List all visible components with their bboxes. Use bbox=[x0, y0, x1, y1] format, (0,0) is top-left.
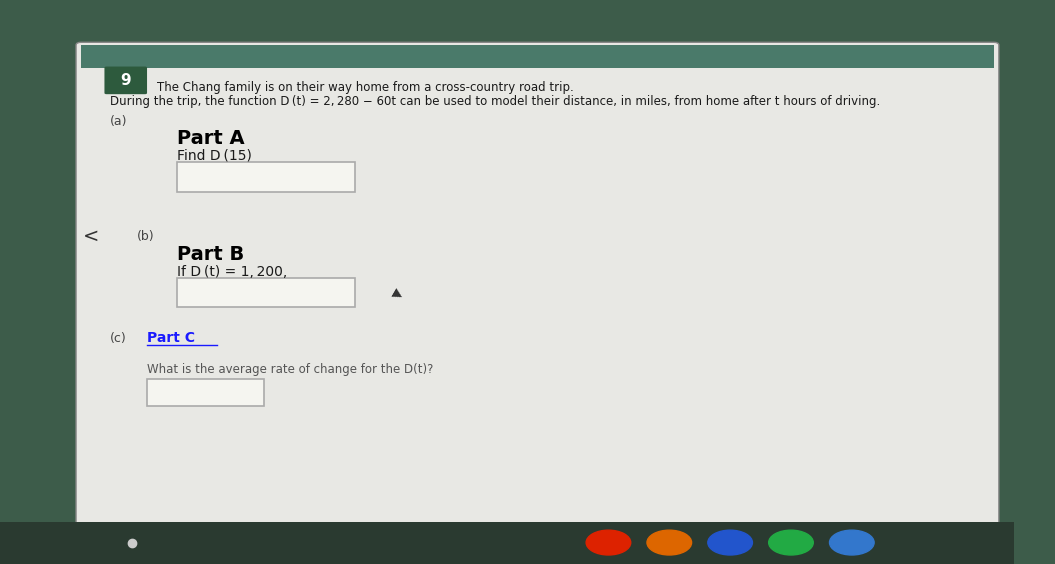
Text: 9: 9 bbox=[120, 73, 131, 87]
Text: Part C: Part C bbox=[147, 332, 195, 345]
FancyBboxPatch shape bbox=[147, 379, 264, 406]
FancyBboxPatch shape bbox=[0, 522, 1014, 564]
FancyBboxPatch shape bbox=[81, 45, 994, 68]
Text: What is the average rate of change for the D(t)?: What is the average rate of change for t… bbox=[147, 363, 434, 376]
Circle shape bbox=[829, 530, 875, 555]
FancyBboxPatch shape bbox=[177, 162, 354, 192]
Text: <: < bbox=[83, 227, 99, 246]
FancyBboxPatch shape bbox=[76, 42, 999, 556]
FancyBboxPatch shape bbox=[104, 67, 147, 94]
Text: The Chang family is on their way home from a cross-country road trip.: The Chang family is on their way home fr… bbox=[157, 81, 574, 94]
Text: (c): (c) bbox=[110, 332, 127, 345]
Circle shape bbox=[587, 530, 631, 555]
Circle shape bbox=[647, 530, 692, 555]
Text: Part B: Part B bbox=[177, 245, 245, 265]
Circle shape bbox=[708, 530, 752, 555]
Text: If D (t) = 1, 200,: If D (t) = 1, 200, bbox=[177, 265, 288, 279]
Circle shape bbox=[769, 530, 813, 555]
Text: (a): (a) bbox=[110, 114, 127, 128]
Text: During the trip, the function D (t) = 2, 280 − 60t can be used to model their di: During the trip, the function D (t) = 2,… bbox=[110, 95, 880, 108]
FancyBboxPatch shape bbox=[177, 278, 354, 307]
Text: (b): (b) bbox=[137, 230, 154, 244]
Text: Find D (15): Find D (15) bbox=[177, 148, 252, 162]
Text: Part A: Part A bbox=[177, 129, 245, 148]
Text: ▶: ▶ bbox=[390, 287, 405, 302]
